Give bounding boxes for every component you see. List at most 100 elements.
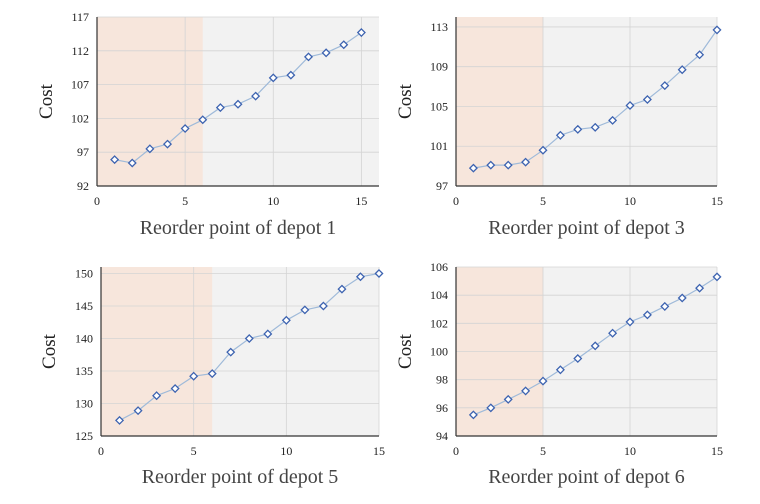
data-point (625, 100, 635, 110)
y-axis-title: Cost (395, 333, 416, 369)
data-point (677, 65, 687, 75)
x-tick-label: 5 (540, 194, 546, 208)
x-tick-label: 10 (280, 444, 292, 458)
data-point (115, 415, 125, 425)
y-tick-label: 140 (75, 332, 93, 346)
data-point (180, 124, 190, 134)
data-point (162, 139, 173, 149)
data-point (233, 99, 243, 109)
data-point (355, 272, 365, 282)
data-point (590, 341, 600, 351)
data-point (538, 376, 548, 386)
data-point (590, 122, 600, 132)
x-tick-label: 15 (711, 444, 723, 458)
y-tick-label: 96 (436, 401, 448, 415)
y-tick-label: 130 (75, 397, 93, 411)
data-point (642, 310, 652, 320)
x-tick-label: 0 (94, 194, 100, 208)
chart-panel-2: 97 101 105 109 113 0 5 10 15 Reorder point of dep… (395, 17, 723, 239)
y-tick-label: 102 (430, 316, 448, 330)
y-tick-label: 113 (430, 20, 448, 34)
data-point (110, 155, 120, 165)
chart-panel-1: 92 97 102 107 112 117 0 5 10 15 Reorder point of d… (36, 10, 379, 239)
x-tick-label: 0 (98, 444, 104, 458)
data-point (207, 369, 217, 379)
shaded-region (101, 267, 213, 436)
data-point (189, 371, 199, 381)
data-point (695, 50, 705, 60)
data-point (300, 305, 310, 315)
x-tick-label: 10 (624, 444, 636, 458)
x-tick-label: 15 (373, 444, 385, 458)
data-point (286, 70, 296, 80)
y-tick-label: 117 (71, 10, 89, 24)
x-tick-label: 5 (182, 194, 188, 208)
x-tick-label: 5 (540, 444, 546, 458)
y-tick-label: 98 (436, 373, 448, 387)
data-point (133, 406, 143, 416)
data-point (486, 403, 496, 413)
data-point (356, 28, 366, 38)
data-point (695, 283, 705, 293)
x-axis-title: Reorder point of depot 5 (142, 466, 339, 488)
data-point (712, 25, 722, 35)
data-point (573, 124, 583, 134)
data-point (468, 410, 478, 420)
data-point (337, 284, 347, 294)
data-point (555, 130, 565, 140)
data-point (281, 315, 291, 325)
data-point (268, 73, 278, 83)
data-point (521, 157, 531, 167)
y-tick-label: 135 (75, 364, 93, 378)
data-point (215, 103, 225, 113)
data-point (226, 347, 236, 357)
data-point (127, 158, 137, 168)
x-axis-title: Reorder point of depot 3 (488, 217, 685, 239)
y-tick-label: 97 (436, 179, 448, 193)
y-tick-label: 150 (75, 267, 93, 281)
data-point (152, 391, 162, 401)
x-tick-label: 15 (711, 194, 723, 208)
data-point (660, 301, 670, 311)
data-point (712, 272, 722, 282)
x-tick-label: 10 (267, 194, 279, 208)
data-point (503, 394, 513, 404)
y-axis-title: Cost (36, 83, 57, 119)
x-tick-label: 5 (191, 444, 197, 458)
data-point (145, 144, 155, 154)
data-point (244, 333, 254, 344)
chart-panel-4: 94 96 98 100 102 104 106 0 5 10 15 Reorder point of… (395, 260, 723, 488)
y-axis-title: Cost (39, 333, 60, 369)
shaded-region (456, 17, 543, 186)
y-tick-label: 105 (430, 99, 448, 113)
y-tick-label: 102 (71, 111, 89, 125)
y-tick-label: 100 (430, 345, 448, 359)
data-point (503, 160, 513, 170)
y-tick-label: 112 (71, 44, 89, 58)
data-point (468, 163, 478, 173)
data-point (170, 384, 180, 394)
y-axis-title: Cost (395, 83, 416, 119)
data-point (318, 301, 328, 311)
data-point (339, 40, 349, 50)
data-point (608, 328, 618, 338)
y-tick-label: 94 (436, 429, 448, 443)
x-axis-title: Reorder point of depot 6 (488, 466, 685, 488)
data-point (677, 293, 687, 303)
x-tick-label: 10 (624, 194, 636, 208)
x-tick-label: 0 (453, 194, 459, 208)
y-tick-label: 107 (71, 78, 89, 92)
x-tick-label: 0 (453, 444, 459, 458)
data-point (625, 317, 635, 327)
y-tick-label: 104 (430, 288, 448, 302)
data-point (321, 48, 331, 58)
y-tick-label: 101 (430, 139, 448, 153)
data-point (555, 365, 565, 375)
data-point (521, 386, 531, 396)
data-point (303, 52, 314, 62)
y-tick-label: 125 (75, 429, 93, 443)
x-tick-label: 15 (355, 194, 367, 208)
y-tick-label: 109 (430, 60, 448, 74)
data-point (642, 94, 652, 105)
